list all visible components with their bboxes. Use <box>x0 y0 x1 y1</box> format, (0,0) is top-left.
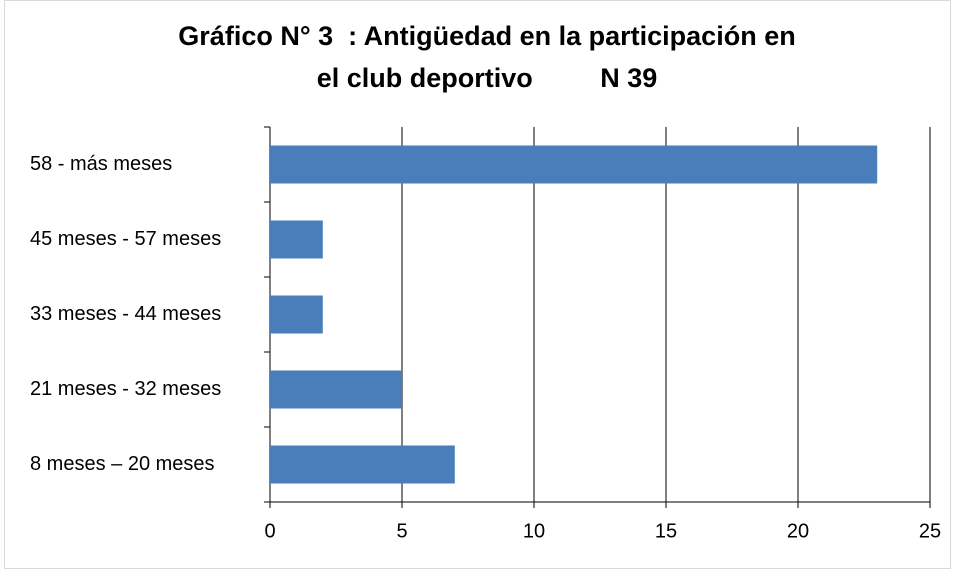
bar <box>270 445 455 484</box>
x-tick-label: 10 <box>523 520 545 542</box>
y-tick-label: 45 meses - 57 meses <box>30 228 221 250</box>
y-tick-label: 21 meses - 32 meses <box>30 378 221 400</box>
y-tick-label: 8 meses – 20 meses <box>30 453 215 475</box>
y-tick-label: 58 - más meses <box>30 153 172 175</box>
x-tick-label: 20 <box>787 520 809 542</box>
x-tick-label: 0 <box>264 520 275 542</box>
x-tick-label: 15 <box>655 520 677 542</box>
bar <box>270 145 878 184</box>
bar <box>270 295 323 334</box>
bar <box>270 370 402 409</box>
chart-border <box>4 0 951 569</box>
y-tick-label: 33 meses - 44 meses <box>30 303 221 325</box>
x-tick-label: 5 <box>396 520 407 542</box>
x-tick-label: 25 <box>919 520 941 542</box>
chart-title: el club deportivo N 39 <box>317 63 658 93</box>
bar <box>270 220 323 259</box>
chart-title: Gráfico N° 3 : Antigüedad en la particip… <box>178 21 795 51</box>
